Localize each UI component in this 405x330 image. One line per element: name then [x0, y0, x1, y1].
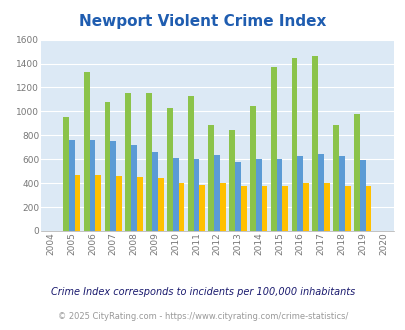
Bar: [125, 93, 131, 231]
Bar: [249, 106, 255, 231]
Bar: [146, 93, 151, 231]
Bar: [276, 159, 282, 231]
Bar: [199, 185, 205, 231]
Bar: [255, 159, 261, 231]
Bar: [214, 155, 220, 231]
Text: © 2025 CityRating.com - https://www.cityrating.com/crime-statistics/: © 2025 CityRating.com - https://www.city…: [58, 312, 347, 321]
Bar: [69, 140, 75, 231]
Bar: [359, 160, 364, 231]
Bar: [318, 154, 323, 231]
Bar: [90, 140, 95, 231]
Bar: [353, 115, 359, 231]
Text: Newport Violent Crime Index: Newport Violent Crime Index: [79, 14, 326, 29]
Bar: [282, 186, 288, 231]
Bar: [364, 185, 371, 231]
Bar: [178, 183, 184, 231]
Bar: [131, 145, 136, 231]
Bar: [136, 177, 143, 231]
Bar: [172, 158, 178, 231]
Bar: [338, 156, 344, 231]
Bar: [193, 159, 199, 231]
Bar: [83, 73, 90, 231]
Bar: [158, 178, 163, 231]
Bar: [75, 175, 80, 231]
Bar: [220, 183, 225, 231]
Bar: [344, 185, 350, 231]
Bar: [261, 186, 267, 231]
Bar: [104, 102, 110, 231]
Bar: [116, 176, 122, 231]
Bar: [323, 183, 329, 231]
Bar: [166, 108, 172, 231]
Bar: [240, 186, 246, 231]
Bar: [187, 96, 193, 231]
Bar: [110, 141, 116, 231]
Bar: [311, 56, 318, 231]
Bar: [270, 67, 276, 231]
Text: Crime Index corresponds to incidents per 100,000 inhabitants: Crime Index corresponds to incidents per…: [51, 287, 354, 297]
Bar: [208, 124, 214, 231]
Bar: [297, 156, 303, 231]
Bar: [229, 130, 234, 231]
Bar: [151, 152, 158, 231]
Bar: [291, 57, 297, 231]
Bar: [95, 175, 101, 231]
Bar: [234, 162, 240, 231]
Bar: [333, 124, 338, 231]
Bar: [303, 183, 308, 231]
Bar: [63, 117, 69, 231]
